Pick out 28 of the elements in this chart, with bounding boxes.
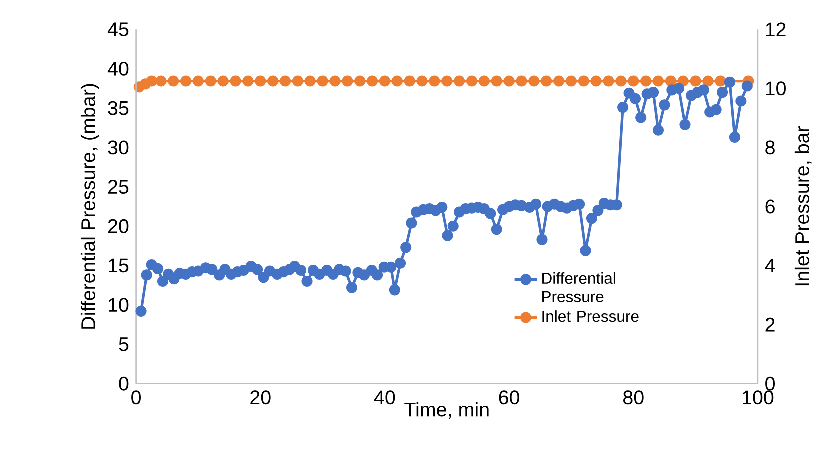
y-tick-label: 10 xyxy=(109,298,129,312)
x-axis-title: Time, min xyxy=(404,402,489,420)
y-tick-label: 0 xyxy=(119,376,129,391)
y2-tick-label: 2 xyxy=(766,318,775,332)
y2-tick-label: 6 xyxy=(766,200,775,214)
x-tick-label: 60 xyxy=(499,390,520,405)
x-tick-label: 20 xyxy=(250,390,271,405)
y2-tick-label: 12 xyxy=(766,22,786,37)
y-tick-label: 35 xyxy=(108,101,129,116)
y2-tick-label: 10 xyxy=(766,82,786,96)
y2-axis-title: Inlet Pressure, bar xyxy=(794,126,812,286)
y-tick-label: 40 xyxy=(108,62,129,76)
y-tick-label: 25 xyxy=(108,180,129,194)
y-tick-label: 45 xyxy=(108,22,129,37)
x-tick-label: 80 xyxy=(624,390,644,405)
legend-label: Differential Pressure xyxy=(542,272,616,303)
legend-label: Inlet Pressure xyxy=(542,310,639,322)
x-tick-label: 100 xyxy=(743,390,774,405)
x-tick-label: 0 xyxy=(132,390,141,405)
x-tick-label: 40 xyxy=(374,390,396,405)
y-axis-title: Differential Pressure, (mbar) xyxy=(80,84,100,329)
y-tick-label: 20 xyxy=(108,219,129,234)
y2-tick-label: 0 xyxy=(766,376,775,391)
y-tick-label: 15 xyxy=(109,258,129,273)
y2-tick-label: 8 xyxy=(766,140,775,155)
y-tick-label: 5 xyxy=(119,338,129,352)
y-tick-label: 30 xyxy=(108,140,129,155)
y2-tick-label: 4 xyxy=(765,259,776,273)
